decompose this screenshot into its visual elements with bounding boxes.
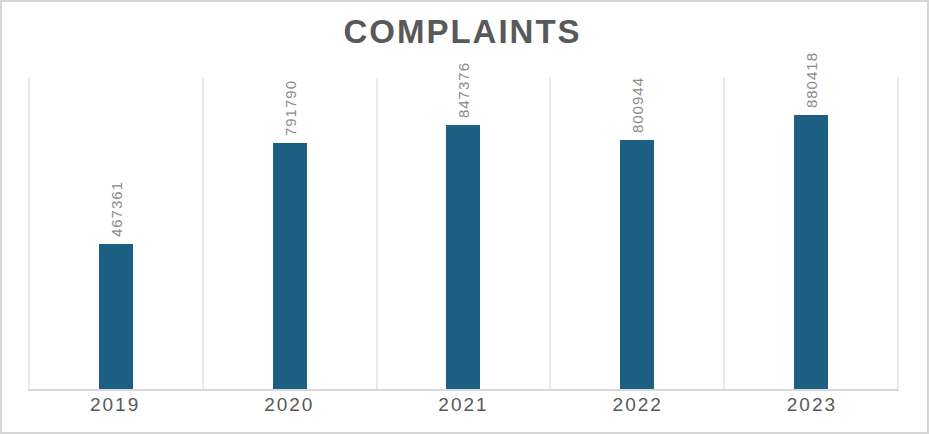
category-column: 467361 — [28, 78, 202, 389]
x-tick-label: 2021 — [376, 394, 550, 416]
x-tick-label: 2023 — [725, 394, 899, 416]
bar-2022 — [620, 140, 654, 389]
category-column: 791790 — [202, 78, 376, 389]
category-column: 847376 — [376, 78, 550, 389]
plot-area: 467361 791790 847376 800944 880418 — [28, 78, 899, 391]
bar-2020 — [273, 143, 307, 389]
category-column: 800944 — [549, 78, 723, 389]
bar-value-label: 880418 — [803, 52, 820, 108]
bar-2023 — [794, 115, 828, 389]
x-tick-label: 2019 — [28, 394, 202, 416]
bar-value-label: 800944 — [629, 77, 646, 133]
bar-2019 — [99, 244, 133, 389]
bar-value-label: 791790 — [281, 80, 298, 136]
bar-value-label: 847376 — [455, 62, 472, 118]
x-tick-label: 2020 — [202, 394, 376, 416]
chart-title: COMPLAINTS — [28, 15, 897, 50]
x-tick-label: 2022 — [551, 394, 725, 416]
bar-value-label: 467361 — [107, 181, 124, 237]
category-column: 880418 — [723, 78, 899, 389]
complaints-chart: { "chart_data": { "type": "bar", "title"… — [0, 0, 929, 434]
bar-2021 — [446, 125, 480, 389]
x-axis: 20192020202120222023 — [28, 394, 899, 416]
